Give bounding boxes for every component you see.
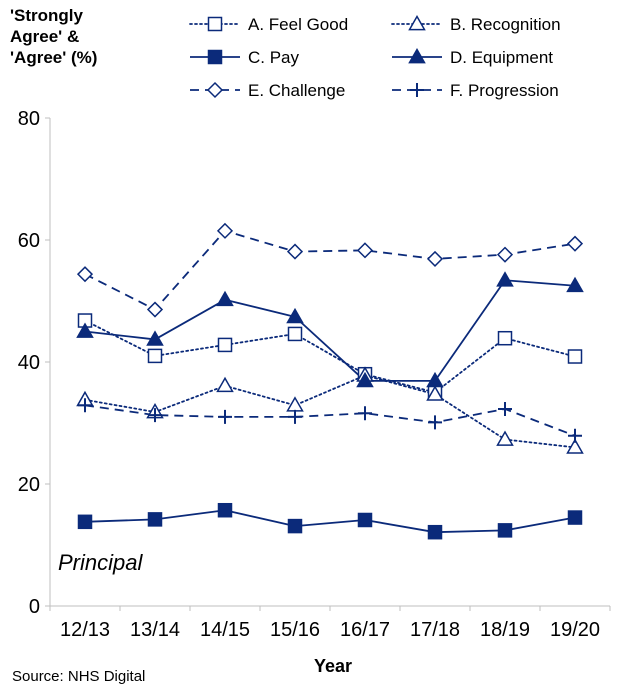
series-point-5 bbox=[358, 406, 372, 421]
series-point-2 bbox=[147, 512, 163, 527]
legend-marker-1 bbox=[408, 14, 426, 31]
x-tick-label: 16/17 bbox=[340, 619, 390, 641]
series-point-4 bbox=[286, 243, 304, 260]
series-point-5 bbox=[288, 409, 302, 424]
series-point-1 bbox=[286, 396, 304, 412]
y-tick-label: 20 bbox=[18, 474, 40, 496]
series-point-5 bbox=[78, 398, 92, 413]
y-axis: 0 20 40 60 80 bbox=[18, 108, 51, 618]
series-point-4 bbox=[496, 246, 514, 263]
series-point-5 bbox=[498, 401, 512, 416]
series-line-5 bbox=[84, 404, 576, 437]
series-point-4 bbox=[216, 222, 234, 239]
legend-label-4: E. Challenge bbox=[248, 81, 345, 100]
series-line-3 bbox=[84, 279, 576, 382]
x-tick-label: 15/16 bbox=[270, 619, 320, 641]
series-point-3 bbox=[286, 307, 304, 324]
series-line-1 bbox=[84, 374, 576, 449]
y-tick-label: 0 bbox=[29, 596, 40, 618]
legend-label-5: F. Progression bbox=[450, 81, 559, 100]
series-point-1 bbox=[426, 385, 444, 401]
series-point-1 bbox=[566, 438, 584, 454]
series-point-4 bbox=[356, 242, 374, 259]
series-point-1 bbox=[496, 430, 514, 446]
series-point-3 bbox=[146, 330, 164, 346]
series-point-5 bbox=[218, 409, 232, 424]
x-axis-label: Year bbox=[314, 656, 352, 676]
series-point-2 bbox=[287, 518, 303, 534]
x-tick-label: 14/15 bbox=[200, 619, 250, 641]
series-point-5 bbox=[428, 415, 442, 430]
legend-marker-2 bbox=[207, 49, 223, 65]
series-point-2 bbox=[357, 512, 373, 528]
y-tick-label: 60 bbox=[18, 230, 40, 252]
chart-annotation: Principal bbox=[58, 550, 143, 575]
series-point-0 bbox=[147, 348, 163, 364]
series-point-3 bbox=[356, 371, 374, 388]
x-tick-label: 19/20 bbox=[550, 619, 600, 641]
legend-label-1: B. Recognition bbox=[450, 15, 561, 34]
series-point-2 bbox=[427, 524, 443, 540]
series-point-5 bbox=[568, 428, 582, 443]
legend-marker-5 bbox=[410, 83, 424, 97]
legend-label-2: C. Pay bbox=[248, 48, 300, 67]
series-line-0 bbox=[84, 319, 576, 394]
series-point-2 bbox=[567, 510, 583, 525]
x-tick-label: 13/14 bbox=[130, 619, 180, 641]
y-axis-label-line-2: Agree' & bbox=[10, 27, 79, 46]
series-point-4 bbox=[146, 301, 164, 318]
legend-label-0: A. Feel Good bbox=[248, 15, 348, 34]
y-axis-label-line-1: 'Strongly bbox=[10, 6, 84, 25]
series-line-4 bbox=[84, 229, 576, 311]
series-point-4 bbox=[426, 250, 444, 267]
y-axis-label-line-3: 'Agree' (%) bbox=[10, 48, 97, 67]
series-point-3 bbox=[496, 271, 514, 287]
series-point-3 bbox=[216, 290, 234, 307]
series-point-3 bbox=[76, 322, 94, 338]
series-point-2 bbox=[217, 502, 233, 518]
series-point-1 bbox=[216, 376, 234, 393]
series-point-4 bbox=[76, 266, 94, 283]
x-tick-label: 12/13 bbox=[60, 619, 110, 641]
legend-marker-3 bbox=[408, 47, 426, 64]
legend-marker-0 bbox=[207, 16, 223, 32]
legend-marker-4 bbox=[206, 81, 224, 99]
legend-label-3: D. Equipment bbox=[450, 48, 553, 67]
series-point-0 bbox=[497, 330, 513, 346]
series-point-2 bbox=[77, 514, 93, 530]
series-point-3 bbox=[426, 371, 444, 388]
y-tick-label: 80 bbox=[18, 108, 40, 130]
series-point-5 bbox=[148, 408, 162, 423]
series-line-2 bbox=[84, 509, 576, 534]
series-markers bbox=[76, 222, 584, 540]
series-point-2 bbox=[497, 523, 513, 538]
series-point-3 bbox=[566, 276, 584, 293]
y-tick-label: 40 bbox=[18, 352, 40, 374]
source-note: Source: NHS Digital bbox=[12, 668, 145, 685]
legend: A. Feel Good B. Recognition C. Pay D. Equip… bbox=[189, 14, 561, 100]
x-tick-label: 17/18 bbox=[410, 619, 460, 641]
series-point-0 bbox=[567, 349, 583, 364]
x-tick-label: 18/19 bbox=[480, 619, 530, 641]
series-lines bbox=[84, 229, 576, 534]
x-axis: 12/13 13/14 14/15 15/16 16/17 17/18 18/19 19/20 bbox=[49, 605, 611, 641]
series-point-0 bbox=[287, 326, 303, 342]
series-point-4 bbox=[566, 235, 584, 252]
series-point-0 bbox=[217, 337, 233, 353]
